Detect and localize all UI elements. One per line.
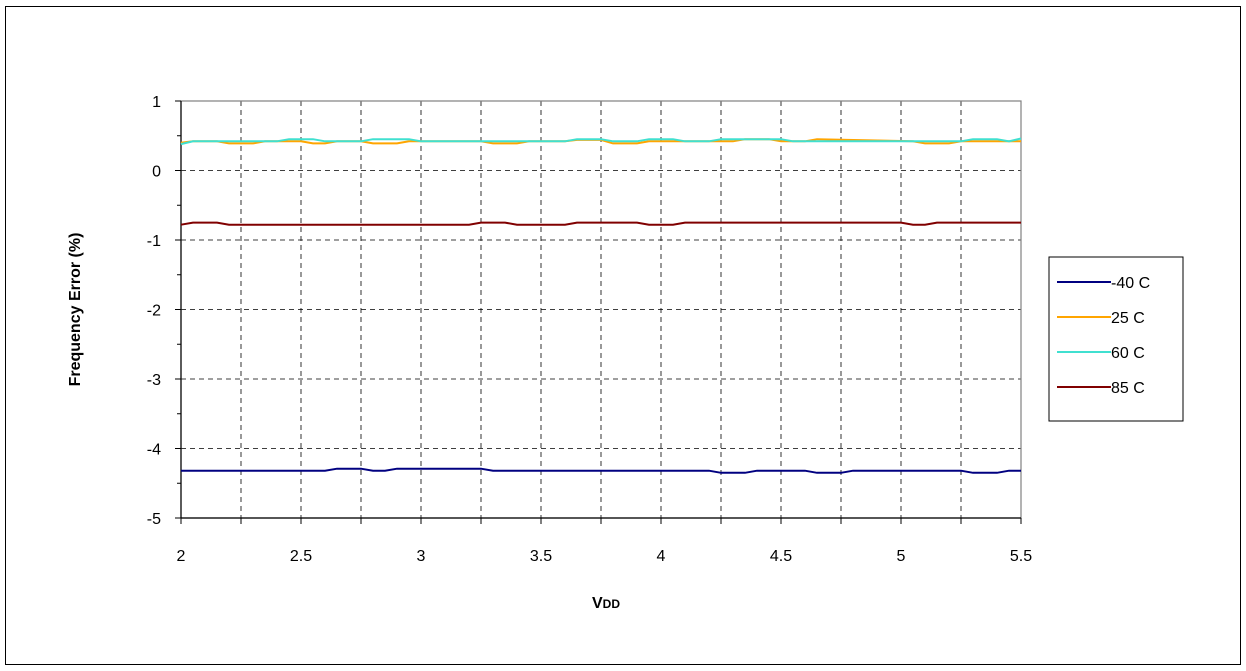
x-tick-label: 5.5 [1010, 548, 1032, 565]
series-lines [180, 137, 1022, 474]
y-tick-label: 1 [152, 94, 161, 111]
x-tick-label: 2.5 [290, 548, 312, 565]
y-tick-label: -3 [147, 372, 161, 389]
x-tick-label: 2 [177, 548, 186, 565]
legend-label: -40 C [1111, 275, 1150, 292]
x-tick-label: 3.5 [530, 548, 552, 565]
y-tick-label: -1 [147, 233, 161, 250]
x-tick-label: 4 [657, 548, 666, 565]
axes [175, 100, 1022, 524]
y-axis-title: Frequency Error (%) [67, 233, 84, 387]
y-tick-label: -2 [147, 303, 161, 320]
x-tick-label: 5 [897, 548, 906, 565]
x-axis-title: VDD [592, 595, 620, 612]
chart-frame [5, 6, 1241, 665]
y-tick-label: -5 [147, 511, 161, 528]
x-axis-title-sub: DD [603, 597, 621, 611]
y-tick-label: -4 [147, 442, 161, 459]
legend-label: 25 C [1111, 310, 1145, 327]
legend-label: 85 C [1111, 380, 1145, 397]
x-axis-title-main: V [592, 595, 603, 612]
legend-label: 60 C [1111, 345, 1145, 362]
y-tick-label: 0 [152, 164, 161, 181]
grid [181, 101, 1021, 518]
series-line [181, 467, 1021, 474]
legend-box [1048, 256, 1184, 422]
x-tick-label: 4.5 [770, 548, 792, 565]
series-line [180, 221, 1021, 226]
series-line [180, 137, 1022, 146]
x-tick-label: 3 [417, 548, 426, 565]
tick-labels: 1 0 -1 -2 -3 -4 -5 2 2.5 3 3.5 4 4.5 5 5.5 [147, 94, 1032, 565]
legend: -40 C 25 C 60 C 85 C [1048, 256, 1184, 422]
